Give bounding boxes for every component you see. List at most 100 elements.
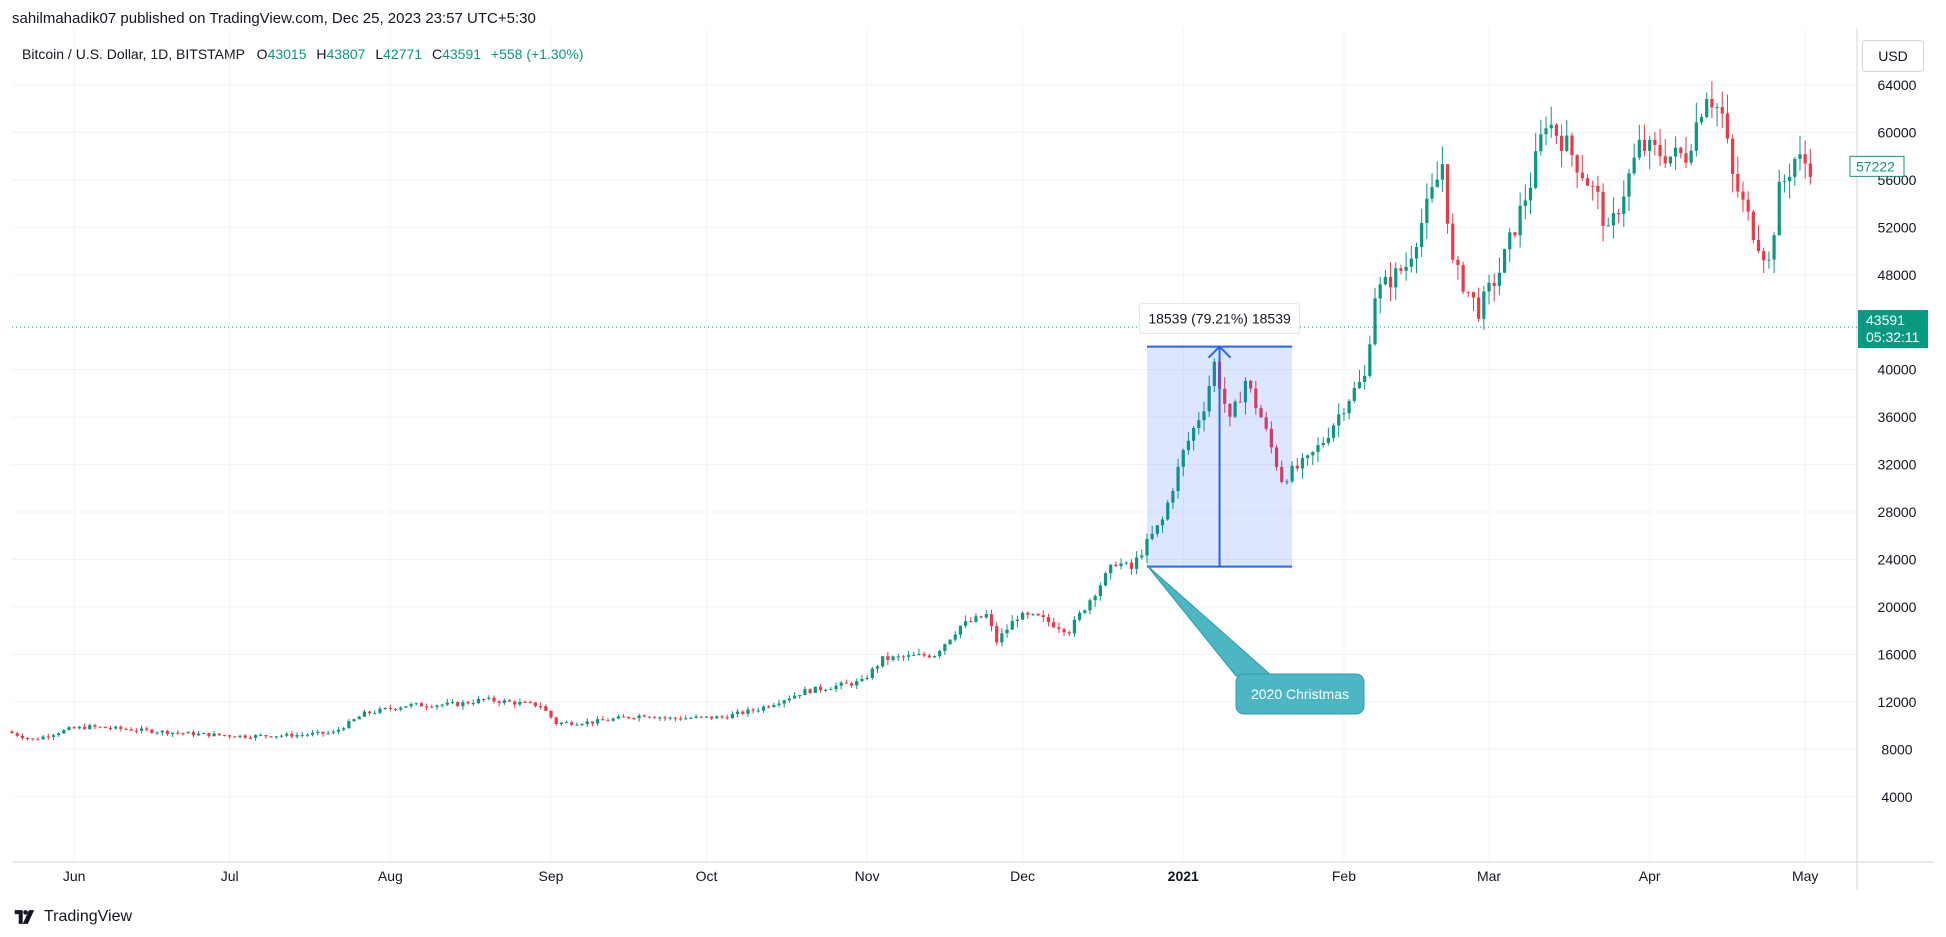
candle: [1363, 365, 1367, 390]
candle-body: [1798, 154, 1802, 159]
price-tick-label: 52000: [1878, 219, 1917, 235]
candle: [450, 699, 455, 705]
candle: [590, 721, 595, 727]
candle: [134, 728, 138, 734]
candle-body: [1015, 619, 1020, 622]
candle-body: [430, 706, 434, 708]
candle-body: [1363, 375, 1367, 382]
candle: [756, 707, 760, 713]
candle: [1414, 242, 1419, 274]
time-tick-label: Feb: [1332, 868, 1356, 884]
currency-button[interactable]: USD: [1862, 40, 1924, 72]
candle-body: [1585, 178, 1590, 186]
candle-body: [1249, 380, 1253, 389]
candle-body: [310, 732, 315, 735]
close-value: 43591: [442, 46, 482, 62]
candle: [995, 622, 999, 646]
candle: [1534, 132, 1538, 190]
candle-body: [761, 706, 766, 711]
candle-body: [518, 701, 522, 705]
candle-body: [1166, 502, 1170, 520]
candle: [943, 643, 947, 655]
candle: [1088, 598, 1092, 615]
candle-body: [1331, 425, 1336, 438]
candle: [554, 716, 558, 726]
candle-body: [399, 707, 403, 710]
candle: [575, 722, 579, 726]
candle: [792, 692, 797, 699]
candle-body: [1274, 447, 1279, 467]
time-tick-label: Dec: [1010, 868, 1035, 884]
candle-body: [1591, 185, 1595, 187]
candle-body: [1466, 291, 1470, 293]
candle-body: [222, 735, 227, 737]
candle-body: [1103, 573, 1108, 586]
candle: [321, 731, 325, 737]
candle: [1274, 444, 1279, 471]
candle: [1549, 106, 1553, 138]
candle: [378, 706, 382, 715]
candle-body: [25, 738, 30, 740]
candle-body: [1528, 187, 1533, 201]
candle-body: [1518, 205, 1522, 236]
candle-body: [1285, 481, 1289, 483]
candle: [1565, 119, 1569, 153]
candle: [1067, 630, 1071, 637]
candle-body: [1067, 632, 1071, 634]
candle-body: [585, 721, 589, 725]
candle: [1020, 611, 1025, 621]
candle: [103, 726, 107, 729]
candle-body: [1280, 466, 1284, 482]
candle: [1233, 399, 1237, 419]
candle: [1109, 564, 1113, 580]
candle: [668, 716, 672, 721]
candle: [1031, 613, 1035, 617]
candle: [108, 725, 113, 731]
candle-body: [689, 717, 693, 719]
candle-body: [10, 731, 14, 734]
candle-body: [1114, 564, 1118, 567]
candle-body: [1181, 450, 1185, 467]
candle-body: [751, 709, 755, 711]
candle: [528, 700, 532, 704]
candle: [1404, 252, 1408, 281]
candle-body: [145, 728, 149, 730]
candle-body: [564, 722, 569, 724]
candle: [1751, 209, 1755, 244]
candle-body: [476, 698, 481, 704]
candle: [72, 726, 76, 729]
candle: [1378, 276, 1382, 314]
candle: [735, 708, 740, 718]
candle: [1052, 617, 1056, 629]
candle: [331, 729, 335, 735]
candle-body: [217, 733, 221, 736]
candle: [616, 714, 620, 720]
candle-body: [1492, 282, 1496, 286]
candle-body: [1720, 107, 1724, 114]
candle: [93, 723, 97, 730]
candle: [1699, 113, 1704, 125]
candle: [1316, 437, 1320, 463]
candle-body: [82, 726, 87, 730]
candle-body: [792, 695, 797, 699]
candle-body: [228, 735, 232, 737]
candle: [989, 609, 994, 632]
candle-body: [637, 715, 641, 719]
candle: [1601, 183, 1605, 242]
candle: [212, 730, 216, 737]
candle: [357, 715, 361, 720]
candle: [435, 704, 439, 710]
candle-body: [1093, 595, 1097, 601]
candle: [1124, 561, 1128, 565]
candle: [124, 727, 128, 731]
candle-body: [1228, 403, 1232, 417]
candle-body: [1420, 223, 1424, 248]
candle: [1544, 116, 1548, 146]
candle-body: [471, 703, 475, 705]
candle: [663, 715, 667, 722]
candle: [171, 732, 175, 738]
candle: [642, 714, 646, 718]
candle: [1331, 423, 1336, 442]
candle-body: [1777, 181, 1781, 236]
